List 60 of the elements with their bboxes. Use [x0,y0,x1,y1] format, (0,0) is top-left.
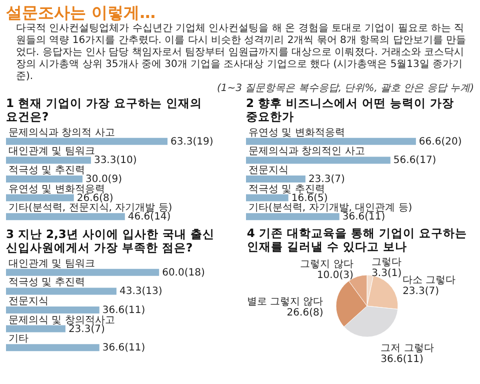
bar [6,344,100,352]
slice-label: 그렇다 [372,257,402,268]
data-label: 36.6(11) [102,342,146,354]
bar [6,176,83,182]
data-label: 23.3(7) [68,324,105,335]
y-tick-label: 기타 [8,334,28,345]
slice-label: 그저 그렇다 [380,342,434,354]
y-tick-label: 적극성 및 추진력 [248,184,325,195]
data-label: 16.6(5) [291,192,328,204]
data-label: 56.6(17) [393,155,436,166]
data-label: 30.0(9) [86,174,122,185]
bar [6,325,66,332]
y-tick-label: 문제의식 및 창의적사고 [8,314,115,326]
text: 설문조사는 이렇게… [6,3,157,22]
data-label: 43.3(13) [119,286,162,298]
data-label: 26.6(8) [76,192,114,204]
bar [6,213,125,220]
data-label: 63.3(19) [170,136,214,148]
slice-label: 그렇지 않다 [300,259,354,270]
bar [246,213,340,220]
y-tick-label: 문제의식과 창의적인 사고 [248,146,365,158]
data-label: 23.3(7) [402,286,440,298]
y-tick-label: 전문지식 [8,296,48,307]
y-tick-label: 대인관계 및 팀워크 [8,258,95,270]
data-label: 36.6(11) [342,212,386,223]
bar [246,156,390,164]
chart-title: 1 현재 기업이 가장 요구하는 인재의 요건은? [6,96,202,124]
y-tick-label: 유연성 및 변화적응력 [8,184,105,195]
slice-label: 다소 그렇다 [402,275,456,286]
y-tick-label: 유연성 및 변화적응력 [248,127,345,138]
data-label: 3.3(1) [372,268,402,280]
bar [6,288,116,295]
bar [6,268,160,276]
data-label: 10.0(3) [316,270,354,282]
slice-label: 별로 그렇지 않다 [246,296,324,308]
bar [246,138,416,145]
y-tick-label: 적극성 및 추진력 [8,277,85,288]
y-tick-label: 대인관계 및 팀워크 [8,146,95,158]
bar [6,156,91,164]
data-label: 36.6(11) [102,305,146,316]
data-label: 26.6(8) [286,307,324,318]
text: 다국적 인사컨설팅업체가 수십년간 기업체 인사컨설팅을 해 온 경험을 토대로 기업이 필요로 하는 직원들의 역량 16가지를 간추렸다. 이를 다시 비슷한 성격끼리 2개씩 묶어 8개 항목의 답안보기를 만들었다. 응답자는 인사 담당 책임자로서 팀장부터 임원급까지를 대상으로 이뤄졌다. 거래소와 코스닥시장의 시가총액 상위 35개사 중에 30개 기업을 조사대상 기업으로 했다 (시가총액은 5월13일 종가기준). [16,23,467,83]
bar [6,138,168,145]
bar [246,176,306,182]
y-tick-label: 문제의식과 창의적 사고 [8,127,115,138]
bar [6,194,74,202]
data-label: 33.3(10) [94,155,137,166]
text: (1~3 질문항목은 복수응답, 단위%, 괄호 안은 응답 누계) [216,83,474,95]
chart-title: 4 기존 대학교육을 통해 기업이 요구하는 인재를 길러낼 수 있다고 보나 [246,226,467,254]
chart-title: 3 지난 2,3년 사이에 입사한 국내 출신 신입사원에게서 가장 부족한 점은? [6,226,214,254]
data-label: 66.6(20) [418,136,462,148]
data-label: 23.3(7) [308,174,345,185]
data-label: 46.6(14) [128,212,171,223]
y-tick-label: 적극성 및 추진력 [8,165,85,176]
chart-title: 2 향후 비즈니스에서 어떤 능력이 가장 중요한가 [246,96,454,124]
data-label: 36.6(11) [380,354,424,365]
y-tick-label: 전문지식 [248,165,288,176]
bar [6,306,100,314]
data-label: 60.0(18) [162,267,205,278]
bar [246,194,288,202]
